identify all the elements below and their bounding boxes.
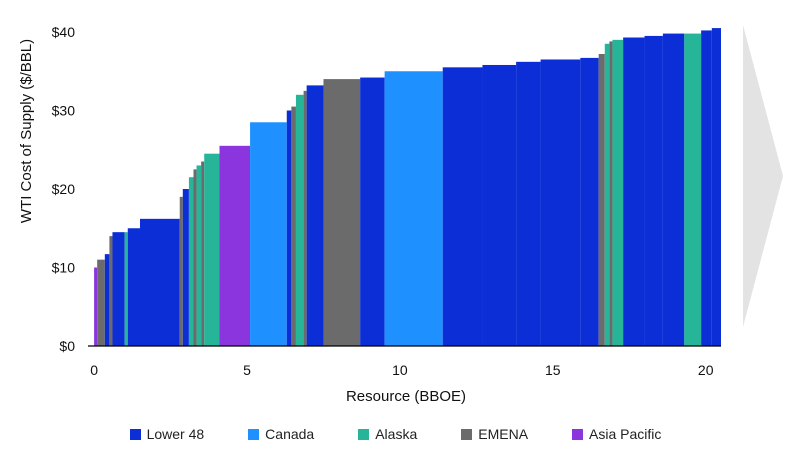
bar-emena: [323, 79, 361, 346]
bar-lower-48: [540, 59, 581, 346]
bar-lower-48: [701, 30, 712, 347]
bar-lower-48: [127, 228, 140, 346]
legend-item-emena[interactable]: EMENA: [461, 426, 528, 442]
bar-emena: [609, 41, 613, 347]
bar-emena: [291, 106, 296, 346]
bar-asia-pacific: [219, 145, 251, 346]
y-tick-label: $30: [52, 103, 76, 119]
bar-emena: [179, 196, 183, 346]
legend-item-lower-48[interactable]: Lower 48: [129, 426, 205, 442]
bar-lower-48: [442, 67, 483, 346]
legend-label-emena: EMENA: [478, 426, 529, 442]
bar-emena: [201, 161, 205, 346]
bar-lower-48: [182, 189, 189, 346]
legend-swatch-canada: [248, 428, 260, 440]
bar-emena: [193, 169, 197, 346]
legend-swatch-lower-48: [129, 428, 141, 440]
bar-alaska: [196, 165, 202, 346]
bar-lower-48: [516, 61, 541, 347]
bars-layer: [94, 28, 721, 347]
legend-swatch-asia-pacific: [572, 428, 584, 440]
bar-alaska: [604, 43, 610, 347]
bar-emena: [97, 259, 105, 346]
bar-lower-48: [139, 218, 180, 346]
y-tick-label: $40: [52, 24, 76, 40]
bar-lower-48: [482, 64, 517, 346]
x-tick-label: 20: [698, 362, 714, 378]
bar-alaska: [295, 94, 304, 346]
y-tick-label: $20: [52, 181, 76, 197]
bar-lower-48: [623, 37, 645, 347]
x-tick-label: 10: [392, 362, 408, 378]
legend-swatch-emena: [461, 428, 473, 440]
bar-canada: [384, 71, 443, 346]
legend-item-asia-pacific[interactable]: Asia Pacific: [572, 426, 661, 442]
bar-emena: [303, 90, 307, 346]
bar-lower-48: [360, 77, 385, 346]
bar-canada: [250, 122, 287, 347]
x-tick-label: 15: [545, 362, 561, 378]
legend-item-canada[interactable]: Canada: [248, 426, 314, 442]
bar-lower-48: [112, 232, 125, 346]
y-tick-label: $0: [59, 338, 75, 354]
legend-label-canada: Canada: [265, 426, 315, 442]
x-axis-ticks: 0 5 10 15 20: [90, 362, 713, 378]
bar-lower-48: [662, 33, 685, 346]
legend-label-lower-48: Lower 48: [146, 426, 205, 442]
bar-lower-48: [306, 85, 324, 346]
bar-emena: [598, 53, 605, 346]
bar-alaska: [124, 232, 128, 346]
x-tick-label: 0: [90, 362, 98, 378]
bar-lower-48: [104, 254, 110, 346]
x-tick-label: 5: [243, 362, 251, 378]
chart-legend: Lower 48 Canada Alaska EMENA Asia Pacifi…: [0, 426, 791, 442]
legend-swatch-alaska: [358, 428, 370, 440]
bar-alaska: [684, 33, 702, 346]
bar-lower-48: [644, 35, 663, 347]
bar-alaska: [612, 39, 624, 346]
bar-lower-48: [580, 57, 599, 346]
bar-emena: [109, 236, 113, 346]
bar-alaska: [204, 153, 220, 346]
y-axis-title: WTI Cost of Supply ($/BBL): [18, 39, 35, 223]
bar-lower-48: [286, 110, 292, 346]
y-axis-ticks: $0 $10 $20 $30 $40: [52, 24, 76, 354]
legend-label-alaska: Alaska: [375, 426, 418, 442]
legend-label-asia-pacific: Asia Pacific: [589, 426, 662, 442]
bar-lower-48: [711, 28, 721, 346]
bar-alaska: [188, 177, 194, 346]
x-axis-title: Resource (BBOE): [346, 388, 466, 405]
legend-item-alaska[interactable]: Alaska: [358, 426, 417, 442]
arrow-shape-decoration: [743, 25, 783, 327]
bar-asia-pacific: [94, 267, 98, 346]
y-tick-label: $10: [52, 260, 76, 276]
